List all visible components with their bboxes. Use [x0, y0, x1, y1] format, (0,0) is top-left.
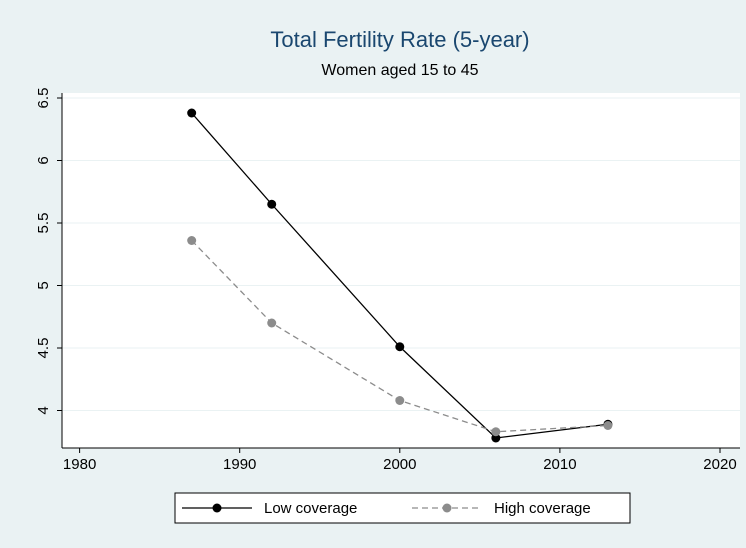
data-point — [395, 396, 405, 405]
data-point — [603, 421, 613, 430]
chart-subtitle: Women aged 15 to 45 — [321, 62, 478, 79]
y-tick-label: 5.5 — [35, 213, 52, 234]
x-tick-label: 2010 — [543, 456, 576, 473]
data-point — [267, 318, 277, 328]
data-point — [395, 342, 405, 352]
x-tick-label: 2000 — [383, 456, 416, 473]
y-tick-label: 6 — [35, 156, 52, 164]
x-tick-label: 1980 — [63, 456, 96, 473]
data-point — [267, 199, 277, 209]
legend-label: High coverage — [494, 500, 591, 517]
plot-area — [62, 93, 740, 448]
legend-marker — [442, 503, 452, 513]
x-tick-label: 1990 — [223, 456, 256, 473]
legend-label: Low coverage — [264, 500, 357, 517]
x-tick-label: 2020 — [703, 456, 736, 473]
chart-title: Total Fertility Rate (5-year) — [270, 27, 529, 52]
data-point — [491, 433, 501, 443]
legend-marker — [212, 503, 222, 513]
y-tick-label: 4 — [35, 406, 52, 414]
y-tick-label: 5 — [35, 281, 52, 289]
y-tick-label: 4.5 — [35, 338, 52, 359]
data-point — [491, 427, 501, 437]
y-tick-label: 6.5 — [35, 88, 52, 109]
data-point — [187, 236, 197, 245]
data-point — [187, 108, 197, 118]
